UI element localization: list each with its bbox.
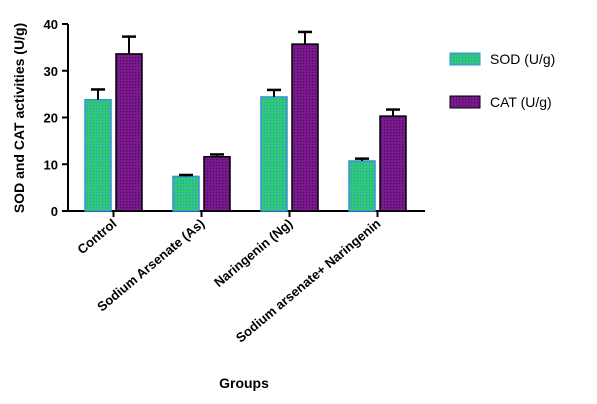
y-ticks: 0 10 20 30 40 (44, 17, 68, 219)
y-tick-label: 10 (44, 157, 58, 172)
bar-sod (348, 160, 376, 212)
legend-label-sod: SOD (U/g) (490, 51, 555, 67)
bar-cat (115, 53, 143, 212)
legend-swatch-sod (449, 52, 481, 66)
x-tick-label: Naringenin (Ng) (211, 216, 295, 290)
y-tick-label: 40 (44, 17, 58, 32)
bar-sod (84, 98, 112, 212)
bar-cat (203, 156, 231, 212)
bar-cat (291, 43, 319, 212)
y-tick-label: 0 (51, 204, 58, 219)
bar-sod (260, 96, 288, 212)
bar-cat (379, 115, 407, 212)
legend-label-cat: CAT (U/g) (490, 94, 552, 110)
bar-sod (172, 175, 200, 212)
y-tick-label: 20 (44, 111, 58, 126)
x-tick-label: Control (74, 216, 119, 257)
legend-swatch-cat (449, 95, 481, 109)
bars (84, 30, 407, 212)
legend: SOD (U/g) CAT (U/g) (449, 51, 555, 110)
x-tick-label: Sodium arsenate+ Naringenin (233, 216, 384, 346)
x-axis-title: Groups (219, 375, 269, 391)
y-axis-title: SOD and CAT activities (U/g) (11, 23, 27, 213)
y-tick-label: 30 (44, 64, 58, 79)
